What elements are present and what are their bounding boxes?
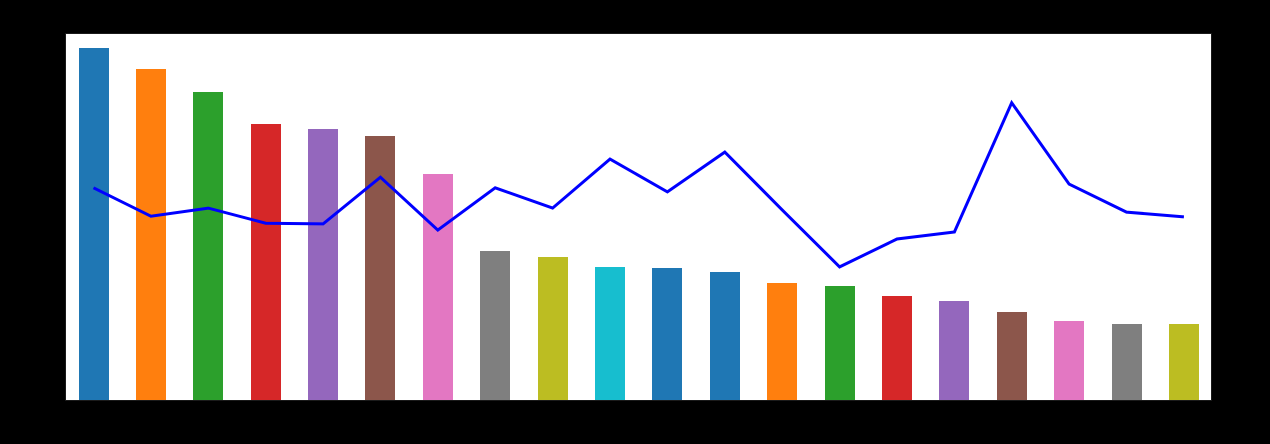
bar xyxy=(595,267,625,400)
bar xyxy=(652,267,683,400)
bar xyxy=(78,47,109,400)
bar xyxy=(365,136,396,400)
bar xyxy=(135,69,166,400)
bar xyxy=(767,282,798,400)
bar xyxy=(308,129,339,400)
plot-area xyxy=(65,33,1212,401)
bar xyxy=(1054,320,1085,400)
bar xyxy=(939,301,970,400)
bar xyxy=(881,295,912,400)
bar xyxy=(709,271,740,400)
bar xyxy=(824,285,855,400)
bar xyxy=(422,174,453,400)
bar xyxy=(1111,323,1142,400)
bar xyxy=(1168,323,1199,400)
bar xyxy=(193,91,224,400)
line-series xyxy=(92,99,1185,269)
bar xyxy=(480,250,511,400)
bar xyxy=(537,256,568,400)
bar xyxy=(996,312,1027,400)
bar xyxy=(250,124,281,400)
